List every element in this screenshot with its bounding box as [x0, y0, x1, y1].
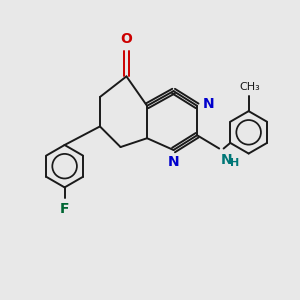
Text: F: F: [60, 202, 69, 216]
Text: O: O: [121, 32, 132, 46]
Text: N: N: [202, 98, 214, 111]
Text: N: N: [168, 155, 179, 169]
Text: N: N: [221, 153, 232, 167]
Text: CH₃: CH₃: [240, 82, 260, 92]
Text: H: H: [230, 158, 240, 168]
